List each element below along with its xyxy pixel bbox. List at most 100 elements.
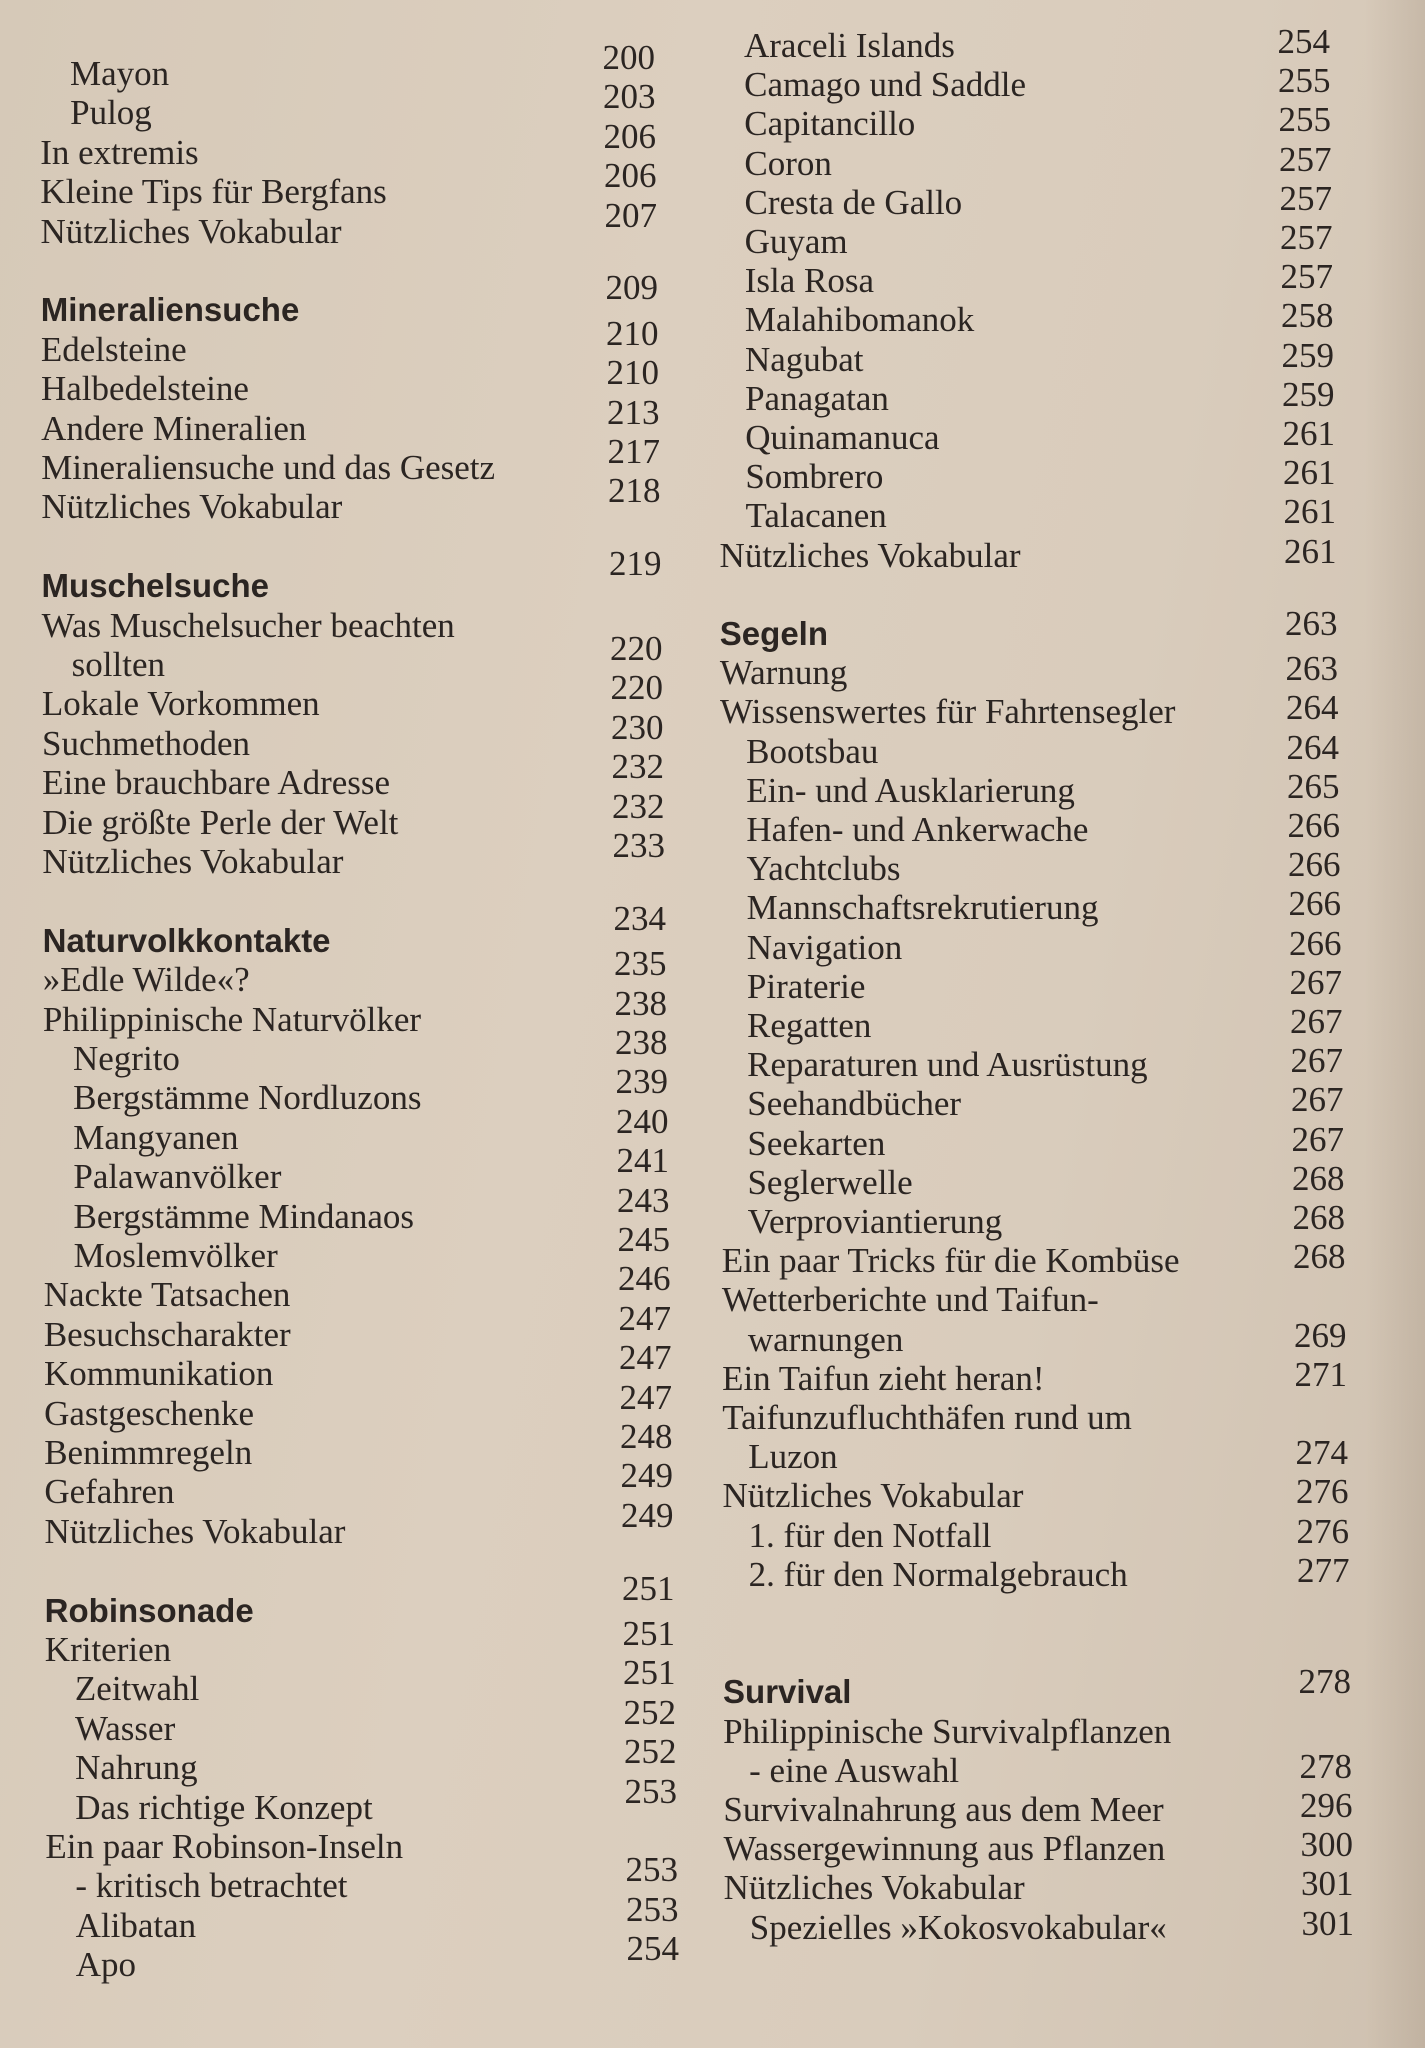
toc-page-number: 257 [1280, 218, 1333, 257]
toc-page-number: 267 [1290, 1041, 1344, 1081]
toc-page-number: 301 [1301, 1864, 1354, 1904]
toc-entry-title: Die größte Perle der Welt [42, 802, 399, 842]
toc-entry-title: Nützliches Vokabular [723, 1868, 1025, 1908]
toc-page-number: 268 [1292, 1198, 1346, 1237]
toc-entry-title: sollten [71, 645, 165, 684]
page-edge-shadow [1365, 0, 1425, 2048]
toc-page-number: 269 [1294, 1315, 1347, 1355]
toc-page-number: 278 [1299, 1746, 1353, 1786]
toc-entry-title: Philippinische Survivalpflanzen [723, 1711, 1172, 1751]
toc-entry-title: Segeln [719, 615, 828, 652]
toc-page-number: 263 [1285, 649, 1339, 689]
toc-entry-title: Verproviantierung [747, 1202, 1003, 1241]
toc-page-number: 301 [1301, 1903, 1355, 1943]
toc-page-number: 230 [611, 707, 664, 747]
toc-page-number: 265 [1287, 766, 1340, 806]
toc-page-number: 246 [618, 1259, 671, 1299]
toc-entry-title: Nützliches Vokabular [41, 487, 343, 527]
toc-entry-title: Wissenswertes für Fahrtensegler [720, 692, 1176, 732]
toc-page-number: 254 [626, 1929, 680, 1969]
toc-page-number: 220 [610, 629, 663, 668]
toc-page-number: 203 [603, 77, 656, 117]
toc-page-number: 255 [1278, 100, 1332, 140]
toc-page-number: 239 [615, 1062, 669, 1102]
toc-entry-title: Nackte Tatsachen [43, 1275, 291, 1315]
toc-page-number: 268 [1293, 1237, 1346, 1277]
toc-entry-title: Naturvolkkontakte [42, 921, 331, 959]
toc-entry-title: Malahibomanok [744, 300, 975, 340]
toc-page-number: 257 [1279, 139, 1332, 179]
toc-entry-title: Survival [723, 1673, 852, 1711]
toc-page-number: 253 [626, 1889, 679, 1929]
toc-page-number: 249 [621, 1495, 674, 1535]
toc-page-number: 276 [1296, 1472, 1349, 1512]
toc-entry-title: Wetterberichte und Taifun- [721, 1280, 1099, 1320]
toc-entry-title: Guyam [744, 222, 848, 261]
toc-entry-title: In extremis [40, 132, 199, 172]
toc-page-number: 259 [1281, 335, 1335, 375]
toc-page-number: 232 [612, 786, 665, 826]
toc-entry-title: Bergstämme Nordluzons [73, 1078, 422, 1118]
toc-page-number: 255 [1278, 61, 1331, 101]
toc-entry-title: Mineraliensuche [40, 291, 300, 329]
toc-entry-title: Seehandbücher [747, 1084, 962, 1124]
toc-page-number: 220 [610, 668, 664, 708]
toc-page-number: 247 [619, 1338, 672, 1378]
toc-page-number: 259 [1282, 374, 1335, 414]
toc-entry-title: Andere Mineralien [41, 408, 307, 448]
toc-entry-title: Seekarten [747, 1123, 886, 1163]
toc-entry-title: »Edle Wilde«? [42, 960, 250, 1000]
toc-entry-title: Yachtclubs [746, 849, 901, 889]
toc-page-number: 261 [1283, 453, 1336, 493]
toc-page-number: 235 [614, 944, 667, 984]
toc-entry-title: Nagubat [744, 339, 864, 379]
toc-page-number: 209 [605, 268, 659, 308]
toc-page-number: 238 [614, 983, 668, 1023]
toc-entry-title: Halbedelsteine [40, 369, 249, 409]
toc-entry-title: 1. für den Notfall [748, 1515, 992, 1555]
toc-entry-title: Piraterie [746, 966, 866, 1006]
toc-page-number: 254 [1277, 22, 1331, 61]
toc-page-number: 210 [606, 313, 659, 353]
toc-page-number: 251 [622, 1614, 676, 1653]
toc-page-number: 258 [1281, 296, 1334, 336]
toc-page-number: 233 [612, 826, 666, 865]
toc-entry-title: Wassergewinnung aus Pflanzen [723, 1829, 1166, 1869]
toc-entry-title: Mineraliensuche und das Gesetz [41, 448, 496, 487]
toc-entry-title: Mannschaftsrekrutierung [746, 888, 1099, 928]
toc-entry-title: Robinsonade [44, 1591, 254, 1629]
toc-entry-title: Capitancillo [744, 104, 916, 144]
toc-entry-title: Quinamanuca [745, 418, 940, 457]
toc-page-number: 276 [1296, 1511, 1350, 1551]
toc-page-number: 266 [1288, 845, 1341, 885]
toc-entry-title: Mayon [70, 54, 170, 93]
toc-page-number: 261 [1283, 492, 1337, 532]
toc-page-number: 247 [618, 1298, 672, 1338]
toc-page-number: 268 [1292, 1158, 1345, 1198]
toc-entry-title: Negrito [73, 1039, 180, 1078]
toc-entry-title: warnungen [747, 1319, 904, 1359]
toc-page-number: 240 [616, 1101, 669, 1141]
toc-entry-title: Mangyanen [73, 1117, 239, 1157]
toc-entry-title: Nützliches Vokabular [722, 1476, 1024, 1516]
toc-page-number: 264 [1286, 688, 1339, 728]
toc-entry-title: Nützliches Vokabular [719, 535, 1021, 575]
toc-entry-title: Nahrung [75, 1748, 198, 1788]
toc-page-number: 296 [1300, 1786, 1353, 1825]
toc-entry-title: Zeitwahl [74, 1669, 200, 1709]
toc-entry-title: Nützliches Vokabular [42, 842, 344, 881]
toc-entry-title: Palawanvölker [73, 1157, 282, 1197]
toc-page-number: 206 [603, 116, 657, 156]
toc-page-number: 252 [624, 1732, 677, 1772]
toc-entry-title: Benimmregeln [44, 1433, 253, 1472]
toc-entry-title: Sombrero [745, 457, 884, 497]
toc-entry-title: Bootsbau [746, 731, 879, 771]
toc-page-number: 251 [623, 1653, 676, 1693]
toc-entry-title: Seglerwelle [747, 1162, 913, 1202]
toc-page-number: 257 [1279, 178, 1333, 218]
toc-entry-title: Philippinische Naturvölker [42, 999, 422, 1039]
toc-page-number: 261 [1282, 414, 1336, 453]
toc-entry-title: Moslemvölker [73, 1236, 278, 1275]
toc-entry-title: Pulog [70, 93, 152, 133]
